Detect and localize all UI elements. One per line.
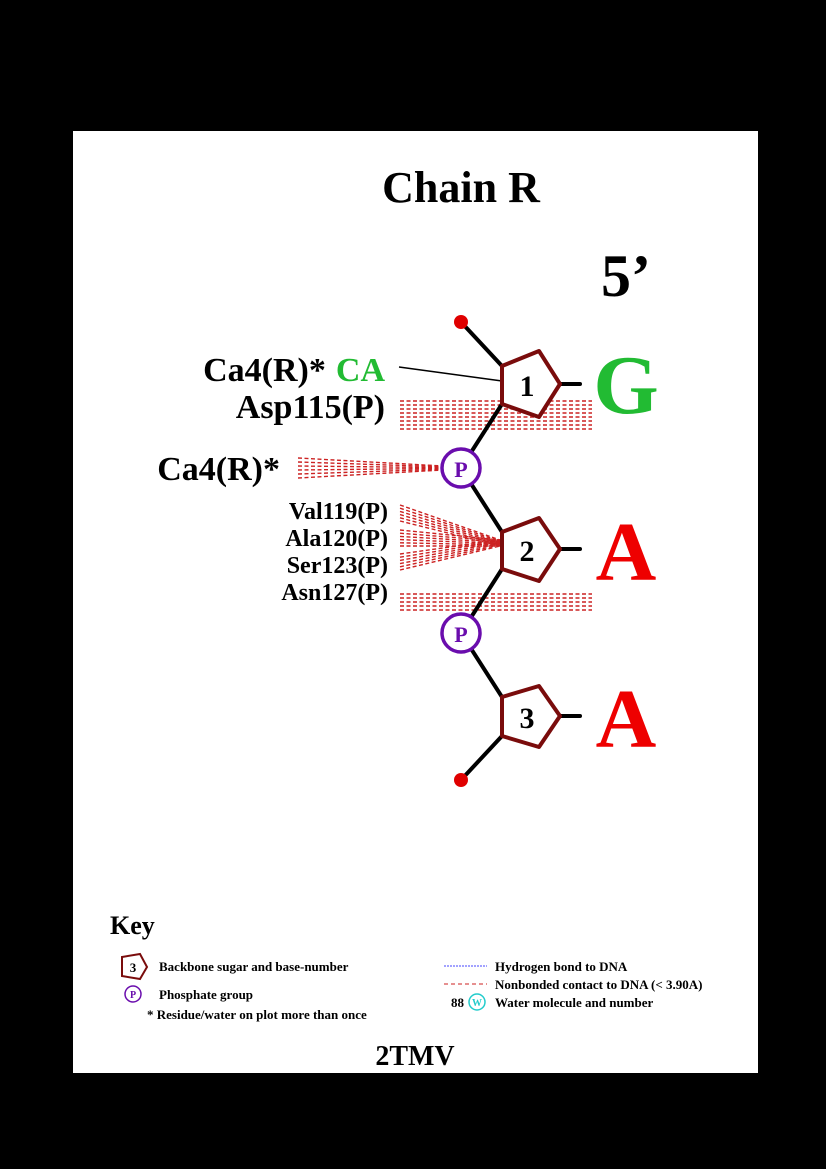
legend-water-number: 88 [451, 995, 465, 1010]
contact-line-33 [399, 541, 501, 562]
legend-phosphate-sample: P [130, 990, 136, 1001]
ca-contact-line [398, 366, 503, 382]
contact-line-15 [297, 465, 444, 469]
legend-sugar-icon [121, 952, 149, 981]
phosphate-2: P [440, 612, 482, 654]
contact-line-28 [399, 538, 501, 545]
contact-line-13 [297, 457, 444, 467]
residue-label-val119: Val119(P) [289, 499, 388, 525]
contact-line-35 [399, 544, 501, 568]
nonbonded-contacts [297, 400, 592, 611]
legend-phosphate-label: Phosphate group [159, 987, 253, 1002]
sugar-number-1: 1 [520, 370, 535, 403]
phosphate-1: P [440, 447, 482, 489]
contact-line-31 [399, 539, 501, 555]
sugar-3: 3 [500, 684, 562, 749]
sugar-2: 2 [500, 516, 562, 583]
base-letter-3: A [596, 673, 657, 766]
legend-water-label: Water molecule and number [495, 995, 654, 1010]
legend-water-icon [468, 993, 486, 1011]
phosphate-label-2: P [454, 622, 467, 647]
terminal-dot-3prime [454, 773, 468, 787]
legend-hbond-label: Hydrogen bond to DNA [495, 959, 628, 974]
residue-label-ca4: Ca4(R)* CA [203, 352, 385, 389]
sugar-number-2: 2 [520, 535, 535, 568]
legend-sugar-label: Backbone sugar and base-number [159, 959, 349, 974]
legend-heading: Key [110, 911, 155, 940]
residue-label-ser123: Ser123(P) [287, 553, 388, 579]
contact-line-32 [399, 540, 501, 558]
contact-line-21 [399, 510, 501, 544]
contact-line-18 [297, 469, 444, 479]
base-letter-1: G [593, 339, 658, 432]
contact-line-14 [297, 461, 444, 468]
residue-suffix-ca: CA [336, 352, 386, 389]
legend-water-sample: W [472, 998, 482, 1009]
legend-sugar-sample: 3 [130, 960, 137, 975]
legend-phosphate-icon [124, 985, 142, 1003]
contact-line-24 [399, 520, 501, 547]
contact-line-20 [399, 507, 501, 542]
residue-name-ca4: Ca4(R)* [203, 352, 326, 389]
base-letter-2: A [596, 506, 657, 599]
contact-line-19 [399, 504, 501, 541]
legend: Key 3 Backbone sugar and base-number P P… [110, 911, 702, 1022]
backbone-3prime-bond [459, 734, 504, 782]
residue-label-asp115: Asp115(P) [236, 389, 385, 426]
legend-nonbonded-label: Nonbonded contact to DNA (< 3.90A) [495, 977, 702, 992]
contact-line-29 [399, 542, 501, 546]
chain-title: Chain R [382, 163, 541, 212]
phosphate-label-1: P [454, 457, 467, 482]
contact-line-22 [399, 513, 501, 545]
contact-line-36 [399, 545, 501, 571]
terminal-dot-5prime [454, 315, 468, 329]
contact-line-23 [399, 517, 501, 546]
residue-label-ala120: Ala120(P) [285, 526, 388, 552]
contact-line-34 [399, 542, 501, 565]
contact-line-26 [399, 532, 501, 542]
structure-id: 2TMV [375, 1041, 454, 1072]
residue-label-asn127: Asn127(P) [281, 580, 388, 606]
residue-label-phos-ca4: Ca4(R)* [157, 451, 280, 488]
sugar-number-3: 3 [520, 702, 535, 735]
contact-line-16 [297, 467, 444, 471]
contact-line-27 [399, 535, 501, 544]
contact-line-25 [399, 529, 501, 541]
backbone-5prime-bond [459, 320, 504, 368]
legend-star-note: * Residue/water on plot more than once [147, 1007, 367, 1022]
sugar-1: 1 [500, 349, 562, 419]
contact-line-17 [297, 468, 444, 475]
five-prime-label: 5’ [601, 243, 651, 309]
